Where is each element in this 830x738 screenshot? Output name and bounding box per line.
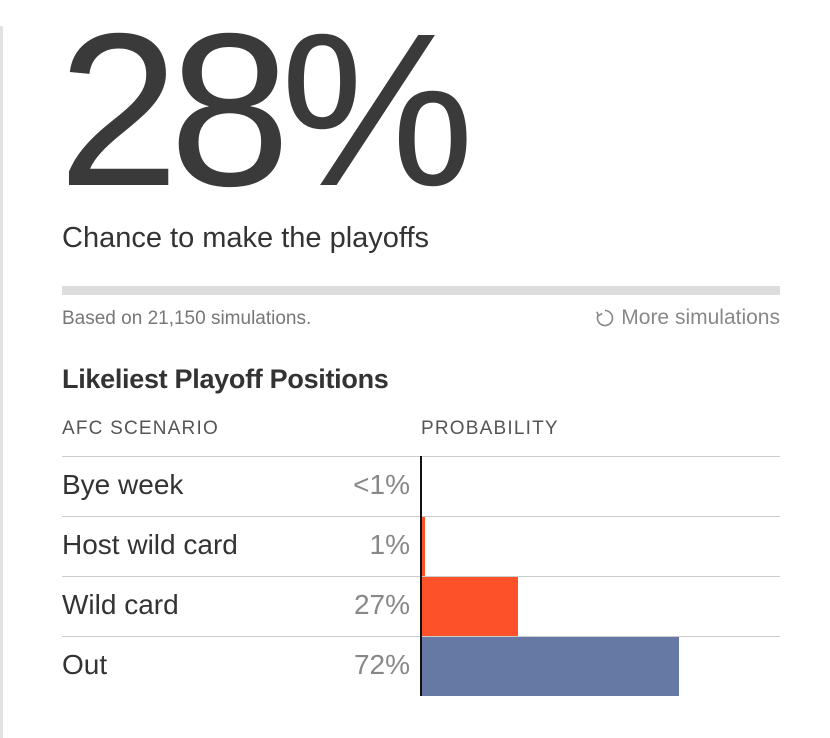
chart-title: Likeliest Playoff Positions xyxy=(62,364,389,394)
simulation-count-note: Based on 21,150 simulations. xyxy=(62,308,312,329)
probability-label: <1% xyxy=(353,469,410,500)
chart-axis-line xyxy=(420,456,422,696)
probability-label: 72% xyxy=(353,649,410,680)
simulation-progress-bar xyxy=(62,286,780,295)
refresh-icon xyxy=(595,308,615,328)
probability-label: 1% xyxy=(369,529,410,560)
more-simulations-label: More simulations xyxy=(621,306,780,329)
simulation-progress-fill xyxy=(62,286,780,295)
scenario-label: Out xyxy=(62,649,108,680)
probability-bar xyxy=(421,517,425,576)
scenario-label: Bye week xyxy=(62,469,184,500)
probability-label: 27% xyxy=(353,589,410,620)
scenario-label: Wild card xyxy=(62,589,179,620)
probability-bar xyxy=(421,577,518,636)
table-row: Host wild card 1% xyxy=(62,516,780,576)
column-header-scenario: AFC SCENARIO xyxy=(62,418,219,439)
more-simulations-button[interactable]: More simulations xyxy=(595,306,780,330)
probability-bar xyxy=(421,637,680,696)
playoff-chance-subtitle: Chance to make the playoffs xyxy=(62,222,430,254)
table-row: Bye week <1% xyxy=(62,456,780,516)
scenario-label: Host wild card xyxy=(62,529,238,560)
playoff-chance-percent: 28% xyxy=(58,0,474,232)
column-header-probability: PROBABILITY xyxy=(421,418,559,439)
left-rule xyxy=(0,26,3,738)
